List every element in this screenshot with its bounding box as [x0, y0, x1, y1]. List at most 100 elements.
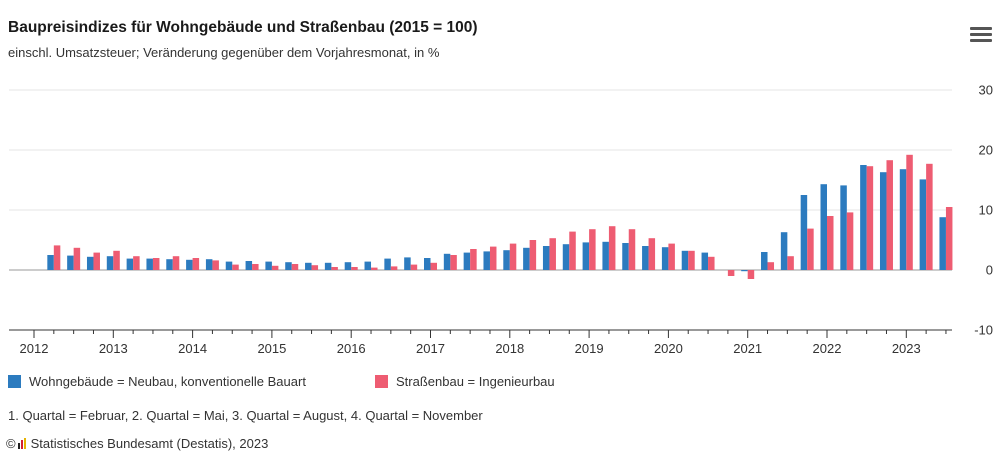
bar-wohngebaeude-8[interactable] [205, 259, 213, 270]
bar-strassenbau-27[interactable] [589, 229, 596, 270]
bar-wohngebaeude-26[interactable] [562, 244, 570, 270]
bar-wohngebaeude-21[interactable] [463, 252, 471, 270]
bar-wohngebaeude-39[interactable] [820, 184, 828, 270]
bar-strassenbau-11[interactable] [271, 265, 279, 270]
bar-wohngebaeude-44[interactable] [919, 179, 927, 270]
bar-strassenbau-17[interactable] [390, 266, 398, 270]
bar-wohngebaeude-43[interactable] [899, 169, 907, 270]
bar-wohngebaeude-14[interactable] [324, 262, 332, 270]
bar-strassenbau-42[interactable] [886, 160, 893, 270]
bar-strassenbau-43[interactable] [906, 154, 913, 270]
bar-wohngebaeude-40[interactable] [840, 185, 847, 270]
bar-strassenbau-25[interactable] [549, 238, 556, 270]
bar-strassenbau-20[interactable] [450, 255, 457, 270]
bars [47, 154, 953, 279]
bar-wohngebaeude-15[interactable] [344, 262, 352, 270]
bar-wohngebaeude-2[interactable] [86, 256, 94, 270]
bar-strassenbau-18[interactable] [410, 264, 418, 270]
bar-strassenbau-44[interactable] [926, 163, 933, 270]
bar-strassenbau-21[interactable] [470, 249, 477, 270]
bar-wohngebaeude-45[interactable] [939, 217, 946, 270]
bar-strassenbau-30[interactable] [648, 238, 656, 270]
bar-wohngebaeude-18[interactable] [404, 257, 411, 270]
bar-wohngebaeude-5[interactable] [146, 258, 153, 270]
bar-wohngebaeude-36[interactable] [761, 252, 768, 270]
bar-wohngebaeude-3[interactable] [106, 256, 114, 270]
bar-wohngebaeude-6[interactable] [166, 259, 173, 270]
bar-strassenbau-8[interactable] [212, 260, 219, 270]
bar-wohngebaeude-4[interactable] [126, 258, 134, 270]
bar-strassenbau-29[interactable] [628, 229, 636, 270]
bar-strassenbau-36[interactable] [767, 262, 775, 270]
bar-wohngebaeude-7[interactable] [186, 259, 193, 270]
bar-wohngebaeude-25[interactable] [542, 246, 550, 270]
bar-strassenbau-35[interactable] [747, 270, 755, 279]
bar-strassenbau-28[interactable] [608, 226, 616, 270]
bar-wohngebaeude-27[interactable] [582, 242, 590, 270]
bar-strassenbau-3[interactable] [113, 250, 120, 270]
bar-strassenbau-0[interactable] [53, 245, 61, 270]
bar-strassenbau-15[interactable] [351, 267, 358, 270]
bar-strassenbau-34[interactable] [727, 270, 735, 276]
bar-strassenbau-6[interactable] [172, 256, 180, 270]
bar-strassenbau-23[interactable] [509, 243, 517, 270]
bar-strassenbau-26[interactable] [569, 231, 576, 270]
bar-wohngebaeude-17[interactable] [384, 258, 391, 270]
x-tick-label: 2019 [575, 341, 604, 356]
legend-item-wohngebaeude[interactable]: Wohngebäude = Neubau, konventionelle Bau… [8, 374, 306, 389]
bar-strassenbau-10[interactable] [252, 264, 259, 270]
bar-strassenbau-14[interactable] [331, 267, 338, 270]
bar-strassenbau-2[interactable] [93, 252, 100, 270]
bar-strassenbau-39[interactable] [827, 216, 834, 270]
bar-strassenbau-45[interactable] [945, 207, 953, 270]
source-link[interactable]: Statistisches Bundesamt (Destatis), 2023 [30, 436, 269, 451]
bar-strassenbau-9[interactable] [232, 264, 239, 270]
bar-wohngebaeude-1[interactable] [67, 255, 74, 270]
bar-strassenbau-13[interactable] [311, 265, 319, 270]
y-tick-label: -10 [974, 323, 993, 338]
bar-strassenbau-4[interactable] [133, 256, 140, 270]
bar-wohngebaeude-41[interactable] [860, 165, 867, 270]
bar-wohngebaeude-35[interactable] [741, 270, 748, 272]
legend-item-strassenbau[interactable]: Straßenbau = Ingenieurbau [375, 374, 555, 389]
copyright-symbol: © [6, 436, 16, 451]
bar-wohngebaeude-12[interactable] [285, 262, 292, 270]
bar-wohngebaeude-20[interactable] [443, 253, 451, 270]
bar-strassenbau-19[interactable] [430, 262, 438, 270]
bar-strassenbau-40[interactable] [846, 212, 854, 270]
bar-strassenbau-1[interactable] [73, 247, 81, 270]
bar-strassenbau-37[interactable] [787, 256, 794, 270]
bar-wohngebaeude-16[interactable] [364, 261, 372, 270]
bar-strassenbau-33[interactable] [708, 256, 715, 270]
bar-wohngebaeude-22[interactable] [483, 251, 490, 270]
bar-strassenbau-41[interactable] [866, 166, 874, 270]
bar-wohngebaeude-28[interactable] [602, 241, 609, 270]
bar-wohngebaeude-0[interactable] [47, 255, 54, 270]
bar-wohngebaeude-13[interactable] [305, 262, 312, 270]
bar-strassenbau-5[interactable] [152, 258, 160, 270]
bar-strassenbau-32[interactable] [688, 250, 695, 270]
bar-strassenbau-24[interactable] [529, 240, 537, 270]
bar-wohngebaeude-38[interactable] [800, 195, 808, 270]
bar-strassenbau-12[interactable] [291, 264, 299, 270]
bar-strassenbau-7[interactable] [192, 258, 200, 270]
bar-wohngebaeude-31[interactable] [661, 247, 669, 270]
hamburger-menu-icon[interactable] [970, 27, 992, 45]
bar-wohngebaeude-10[interactable] [245, 261, 253, 270]
bar-wohngebaeude-24[interactable] [523, 247, 530, 270]
bar-strassenbau-38[interactable] [807, 228, 814, 270]
bar-wohngebaeude-29[interactable] [622, 243, 629, 270]
bar-strassenbau-22[interactable] [489, 246, 497, 270]
bar-wohngebaeude-32[interactable] [681, 250, 689, 270]
bar-wohngebaeude-42[interactable] [879, 172, 887, 270]
bar-strassenbau-16[interactable] [371, 267, 378, 270]
bar-wohngebaeude-11[interactable] [265, 261, 272, 270]
bar-wohngebaeude-23[interactable] [503, 250, 510, 270]
bar-strassenbau-31[interactable] [668, 243, 675, 270]
bar-wohngebaeude-37[interactable] [780, 232, 788, 270]
bar-wohngebaeude-19[interactable] [424, 258, 431, 270]
x-tick-label: 2018 [495, 341, 524, 356]
bar-wohngebaeude-33[interactable] [701, 252, 709, 270]
bar-wohngebaeude-9[interactable] [225, 261, 233, 270]
bar-wohngebaeude-30[interactable] [642, 246, 649, 270]
